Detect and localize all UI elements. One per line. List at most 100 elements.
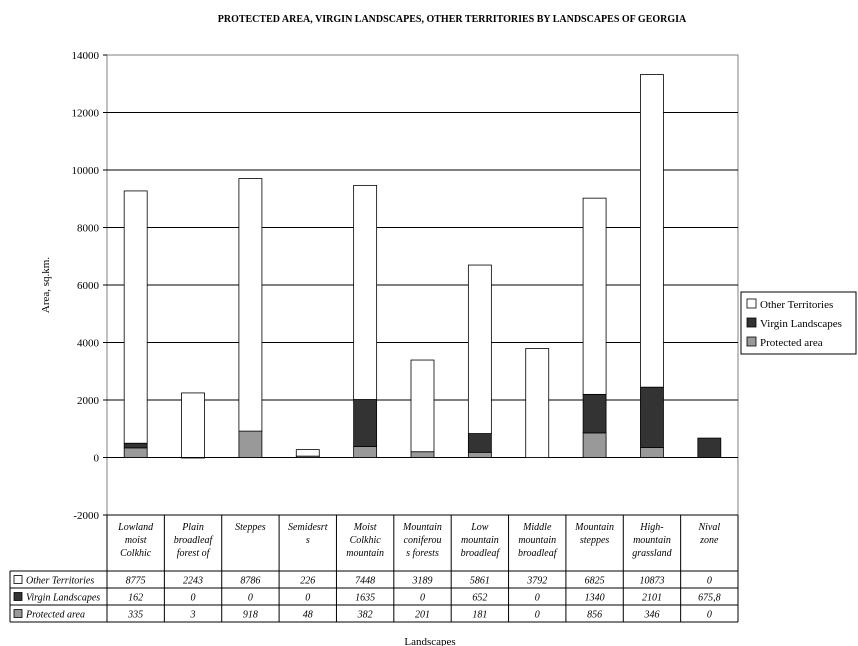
category-label: Nival [697,522,720,533]
table-cell-value: 1340 [585,593,605,604]
category-label: Lowland [117,522,154,533]
table-cell-value: 5861 [470,576,490,587]
y-axis-ticks: -2000 0 2000 4000 6000 8000 10000 12000 14000 [72,50,107,522]
bar-segment [467,433,492,453]
row-key-swatch [13,592,23,601]
y-tick-label: 0 [94,453,100,465]
table-cell-value: 1635 [355,593,375,604]
y-tick-label: 6000 [77,280,100,292]
bar-segment [181,392,205,458]
category-label: Plain [181,522,204,533]
x-axis-title: Landscapes [404,636,455,646]
category-label: mountain [633,535,671,546]
y-tick-label: 4000 [77,338,100,350]
bar-segment [582,393,607,434]
table-cell-value: 0 [535,610,540,621]
bar-segment [640,447,664,458]
table-cell-value: 0 [191,593,196,604]
table-cell-value: 675,8 [698,593,721,604]
bar-segment [582,197,607,395]
table-cell-value: 0 [248,593,253,604]
legend-swatch [746,317,757,328]
category-label: broadleaf [461,548,501,559]
legend-box [740,291,857,355]
category-label: Colkhic [120,548,152,559]
bar-segment [353,399,378,447]
legend-swatch [746,336,757,347]
row-key-swatch [13,575,23,584]
bar-segment [123,447,148,458]
row-header: Virgin Landscapes [26,593,100,604]
bar-segment [640,74,664,388]
bar-segment [525,348,550,458]
category-label: Moist [353,522,377,533]
category-label: Mountain [402,522,442,533]
category-label: Colkhic [350,535,382,546]
category-label: Semidesrt [288,522,328,533]
y-tick-label: 2000 [77,395,100,407]
y-tick-label: 12000 [72,108,100,120]
category-label: steppes [580,535,610,546]
table-cell-value: 652 [472,593,487,604]
y-tick-label: -2000 [73,510,99,522]
bar-segment [410,359,435,453]
category-label: grassland [632,548,672,559]
legend-swatch [746,298,757,309]
bar-segment [697,437,722,458]
category-label: Mountain [574,522,614,533]
chart-title: PROTECTED AREA, VIRGIN LANDSCAPES, OTHER… [218,14,687,25]
table-cell-value: 3792 [526,576,547,587]
bar-segment [123,190,148,444]
table-cell-value: 2101 [642,593,662,604]
table-cell-value: 346 [643,610,659,621]
bar-segment [467,451,492,458]
bar-segment [353,184,378,400]
table-cell-value: 162 [128,593,143,604]
table-cell-value: 0 [420,593,425,604]
category-label: coniferou [404,535,442,546]
table-cell-value: 8775 [126,576,146,587]
table-cell-value: 0 [305,593,310,604]
bar-segment [295,449,320,457]
table-cell-value: 6825 [585,576,605,587]
table-cell-value: 3 [190,610,196,621]
category-label: forest of [177,548,211,559]
gridlines [107,112,738,458]
category-label: Low [470,522,489,533]
category-label: s [306,535,310,546]
table-cell-value: 0 [707,610,712,621]
category-label: s forests [406,548,439,559]
bar-segment [640,386,664,448]
bar-segment [123,442,148,449]
table-cell-value: 3189 [412,576,433,587]
table-cell-value: 181 [472,610,487,621]
table-cell-value: 0 [535,593,540,604]
category-label: Steppes [235,522,266,533]
table-cell-value: 0 [707,576,712,587]
legend: Other Territories Virgin Landscapes Protec… [740,291,857,355]
category-label: broadleaf [518,548,558,559]
bar-segment [238,178,263,432]
bars [123,74,722,459]
bar-segment [467,264,492,434]
row-header: Other Territories [26,576,94,587]
category-label: mountain [346,548,384,559]
legend-label: Protected area [760,337,823,349]
bar-segment [582,432,607,458]
table-cell-value: 201 [415,610,430,621]
y-tick-label: 14000 [72,50,100,62]
table-cell-value: 856 [587,610,602,621]
row-key-swatch [13,609,23,618]
table-cell-value: 8786 [240,576,260,587]
category-label: broadleaf [174,535,214,546]
bar-segment [353,446,378,458]
table-cell-value: 2243 [183,576,203,587]
category-label: High- [639,522,663,533]
legend-label: Virgin Landscapes [760,318,842,330]
bar-segment [410,451,435,458]
category-label: zone [699,535,719,546]
category-label: mountain [518,535,556,546]
row-header: Protected area [25,610,85,621]
table-cell-value: 226 [300,576,315,587]
bar-segment [238,430,263,458]
